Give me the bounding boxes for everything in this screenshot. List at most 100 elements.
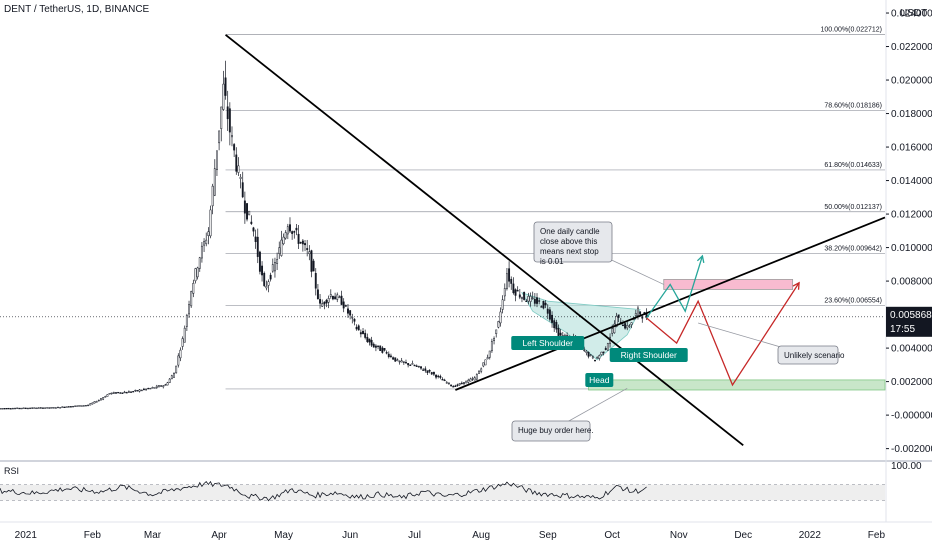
candle-body <box>280 239 283 256</box>
candle-body <box>198 257 201 269</box>
candle-body <box>76 405 79 407</box>
candle-body <box>447 382 450 384</box>
candle-body <box>314 273 317 289</box>
candle-body <box>205 239 208 245</box>
candle-body <box>104 396 107 398</box>
candle-body <box>164 384 167 386</box>
candle-body <box>439 376 442 378</box>
candle-body <box>235 154 238 172</box>
candle-body <box>228 108 231 133</box>
candle-body <box>138 389 141 392</box>
candle-body <box>426 370 429 373</box>
time-tick-label: 2021 <box>15 530 38 541</box>
candle-body <box>321 303 324 307</box>
candle-body <box>353 318 356 322</box>
candle-body <box>263 272 266 286</box>
candle-body <box>347 308 349 314</box>
fib-level-label: 78.60%(0.018186) <box>824 102 882 109</box>
candle-body <box>523 291 526 300</box>
candle-body <box>585 350 588 353</box>
candle-body <box>26 407 29 410</box>
candle-body <box>323 301 326 305</box>
candle-body <box>329 294 332 297</box>
callout-buy-box <box>511 420 591 442</box>
candle-body <box>181 338 184 347</box>
candle-body <box>162 385 165 388</box>
candle-body <box>368 338 371 343</box>
candle-body <box>542 300 545 309</box>
candle-body <box>495 329 498 334</box>
candle-body <box>46 407 49 409</box>
candle-body <box>480 368 483 372</box>
fib-level-label: 61.80%(0.014633) <box>824 162 882 169</box>
candle-body <box>518 294 521 298</box>
candle-body <box>394 357 397 362</box>
price-tick-label: 0.012000 <box>891 210 932 221</box>
candle-body <box>50 407 53 409</box>
resistance-zone <box>663 279 794 290</box>
candle-body <box>24 407 27 410</box>
candle-body <box>87 404 90 407</box>
candle-body <box>396 359 399 361</box>
bearish-projection <box>646 282 800 387</box>
candle-body <box>521 297 523 299</box>
candle-body <box>18 407 21 410</box>
candle-body <box>512 283 515 294</box>
candle-body <box>119 392 122 394</box>
candle-body <box>256 236 259 257</box>
candle-body <box>267 281 270 286</box>
candle-body <box>39 407 42 409</box>
candle-body <box>604 348 607 350</box>
candle-body <box>499 311 502 324</box>
left-shoulder-label: Left Shoulder <box>522 338 573 348</box>
candle-body <box>31 407 34 409</box>
candle-body <box>589 354 592 356</box>
candle-body <box>469 378 472 382</box>
price-tick-label: -0.000000 <box>891 411 932 422</box>
candles-group <box>0 60 648 410</box>
candle-body <box>366 336 369 342</box>
candle-body <box>441 379 444 381</box>
candle-body <box>587 351 590 357</box>
candle-body <box>424 368 427 371</box>
candle-body <box>1 408 4 410</box>
rsi-upper-tick: 100.00 <box>891 461 922 472</box>
candle-body <box>132 391 135 393</box>
candle-body <box>241 182 244 198</box>
candle-body <box>615 315 618 327</box>
price-tick-label: 0.024000 <box>891 9 932 20</box>
candle-body <box>486 357 489 360</box>
downtrend-line <box>224 34 744 446</box>
price-tick-label: 0.020000 <box>891 76 932 87</box>
callout-unlikely-box <box>777 345 839 365</box>
candle-body <box>450 384 453 387</box>
candle-body <box>57 406 59 409</box>
candle-body <box>602 351 605 353</box>
time-tick-label: Jun <box>342 530 358 541</box>
candle-body <box>112 392 115 394</box>
candle-body <box>295 227 298 231</box>
candle-body <box>95 401 98 403</box>
candle-body <box>465 380 468 384</box>
candle-body <box>490 341 493 352</box>
callout-resistance-box <box>533 221 613 263</box>
right-shoulder-label: Right Shoulder <box>621 350 677 360</box>
rsi-title: RSI <box>4 466 20 476</box>
time-tick-label: Nov <box>670 530 688 541</box>
candle-body <box>213 168 216 196</box>
candle-body <box>278 247 281 254</box>
candle-body <box>203 241 206 246</box>
candle-body <box>334 296 337 300</box>
candle-body <box>456 384 459 386</box>
candle-body <box>319 299 322 304</box>
candle-body <box>218 130 221 144</box>
candle-body <box>467 379 470 383</box>
candle-body <box>67 406 70 408</box>
candle-body <box>22 407 25 409</box>
candle-body <box>596 357 599 359</box>
candle-body <box>293 231 296 233</box>
candle-body <box>546 308 549 314</box>
candle-body <box>134 389 137 392</box>
